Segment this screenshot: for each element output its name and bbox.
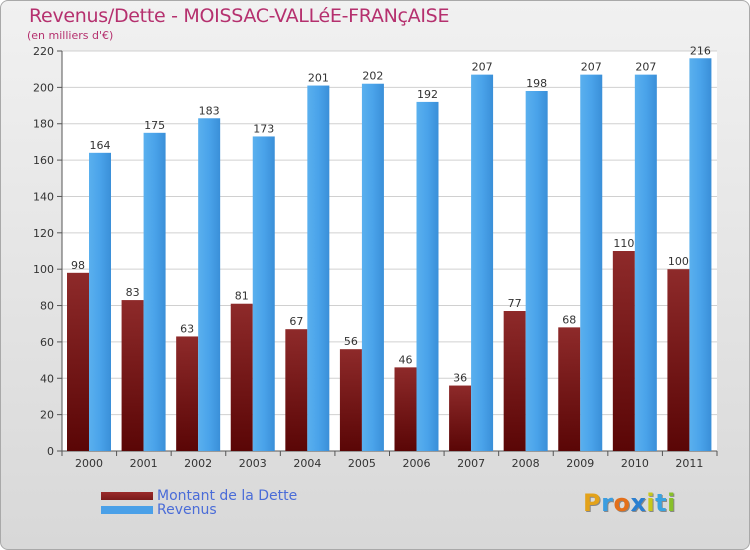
bar-revenus: [471, 74, 494, 452]
proxiti-logo: Proxiti: [583, 489, 676, 517]
legend-label-dette: Montant de la Dette: [157, 488, 298, 504]
data-label-revenus: 207: [472, 61, 493, 74]
bar-revenus: [252, 136, 275, 452]
data-label-dette: 56: [344, 335, 358, 348]
bar-dette: [67, 272, 89, 451]
y-tick-label: 120: [33, 227, 54, 240]
legend-swatch-revenus: [101, 506, 153, 514]
data-label-dette: 63: [180, 322, 194, 335]
bar-dette: [612, 251, 635, 451]
x-tick-label: 2005: [348, 457, 376, 470]
bar-dette: [176, 336, 199, 451]
data-label-revenus: 216: [690, 44, 711, 57]
data-label-revenus: 207: [635, 61, 656, 74]
data-label-revenus: 201: [308, 72, 329, 85]
bar-revenus: [307, 85, 330, 451]
chart-title: Revenus/Dette - MOISSAC-VALLéE-FRANçAISE: [29, 5, 450, 27]
x-tick-label: 2009: [566, 457, 594, 470]
data-label-dette: 77: [508, 297, 522, 310]
legend-item-revenus: Revenus: [101, 502, 217, 518]
bar-revenus: [689, 58, 712, 451]
x-tick-label: 2006: [403, 457, 431, 470]
plot-area: [62, 51, 717, 451]
legend-item-dette: Montant de la Dette: [101, 488, 297, 504]
x-tick-label: 2002: [184, 457, 212, 470]
bar-dette: [121, 300, 144, 451]
y-tick-label: 80: [40, 300, 54, 313]
y-tick-label: 100: [33, 263, 54, 276]
bar-revenus: [634, 74, 657, 452]
data-label-dette: 83: [126, 286, 140, 299]
y-tick-label: 200: [33, 81, 54, 94]
bar-revenus: [580, 74, 603, 452]
y-tick-label: 160: [33, 154, 54, 167]
data-label-dette: 36: [453, 372, 467, 385]
y-tick-label: 180: [33, 118, 54, 131]
y-tick-label: 0: [47, 445, 54, 458]
bar-revenus: [143, 132, 166, 451]
bar-dette: [285, 329, 308, 451]
x-tick-label: 2008: [512, 457, 540, 470]
y-tick-label: 40: [40, 372, 54, 385]
logo-letter: r: [601, 489, 614, 517]
data-label-dette: 98: [71, 259, 85, 272]
y-tick-label: 220: [33, 45, 54, 58]
x-tick-label: 2004: [293, 457, 321, 470]
y-tick-label: 140: [33, 190, 54, 203]
bar-dette: [503, 311, 526, 451]
data-label-dette: 100: [668, 255, 689, 268]
x-tick-label: 2010: [621, 457, 649, 470]
legend-label-revenus: Revenus: [157, 502, 217, 518]
data-label-revenus: 207: [581, 61, 602, 74]
logo-letter: i: [646, 489, 656, 517]
logo-letter: x: [630, 489, 647, 517]
logo-letter: t: [655, 489, 668, 517]
data-label-revenus: 164: [90, 139, 111, 152]
bar-dette: [230, 303, 253, 451]
x-tick-label: 2003: [239, 457, 267, 470]
data-label-dette: 81: [235, 290, 249, 303]
logo-letter: o: [613, 489, 631, 517]
chart-subtitle: (en milliers d'€): [27, 29, 114, 42]
data-label-dette: 68: [562, 313, 576, 326]
bar-revenus: [198, 118, 221, 451]
x-tick-label: 2007: [457, 457, 485, 470]
bar-revenus: [361, 83, 384, 452]
x-tick-label: 2000: [75, 457, 103, 470]
bar-dette: [667, 269, 690, 451]
bar-dette: [449, 385, 472, 451]
data-label-dette: 46: [399, 353, 413, 366]
data-label-revenus: 175: [144, 119, 165, 132]
legend-swatch-dette: [101, 492, 153, 500]
data-label-dette: 67: [289, 315, 303, 328]
bar-dette: [558, 327, 581, 451]
data-label-revenus: 183: [199, 104, 220, 117]
logo-letter: P: [583, 489, 602, 517]
y-tick-label: 20: [40, 409, 54, 422]
y-tick-label: 60: [40, 336, 54, 349]
data-label-revenus: 202: [362, 70, 383, 83]
x-tick-label: 2011: [675, 457, 703, 470]
data-label-revenus: 192: [417, 88, 438, 101]
data-label-dette: 110: [613, 237, 634, 250]
data-label-revenus: 173: [253, 122, 274, 135]
bar-dette: [394, 367, 417, 451]
x-tick-label: 2001: [130, 457, 158, 470]
data-label-revenus: 198: [526, 77, 547, 90]
bar-revenus: [89, 152, 111, 451]
logo-letter: i: [667, 489, 676, 517]
bar-revenus: [416, 101, 439, 451]
bar-dette: [339, 349, 362, 451]
bar-revenus: [525, 91, 548, 451]
